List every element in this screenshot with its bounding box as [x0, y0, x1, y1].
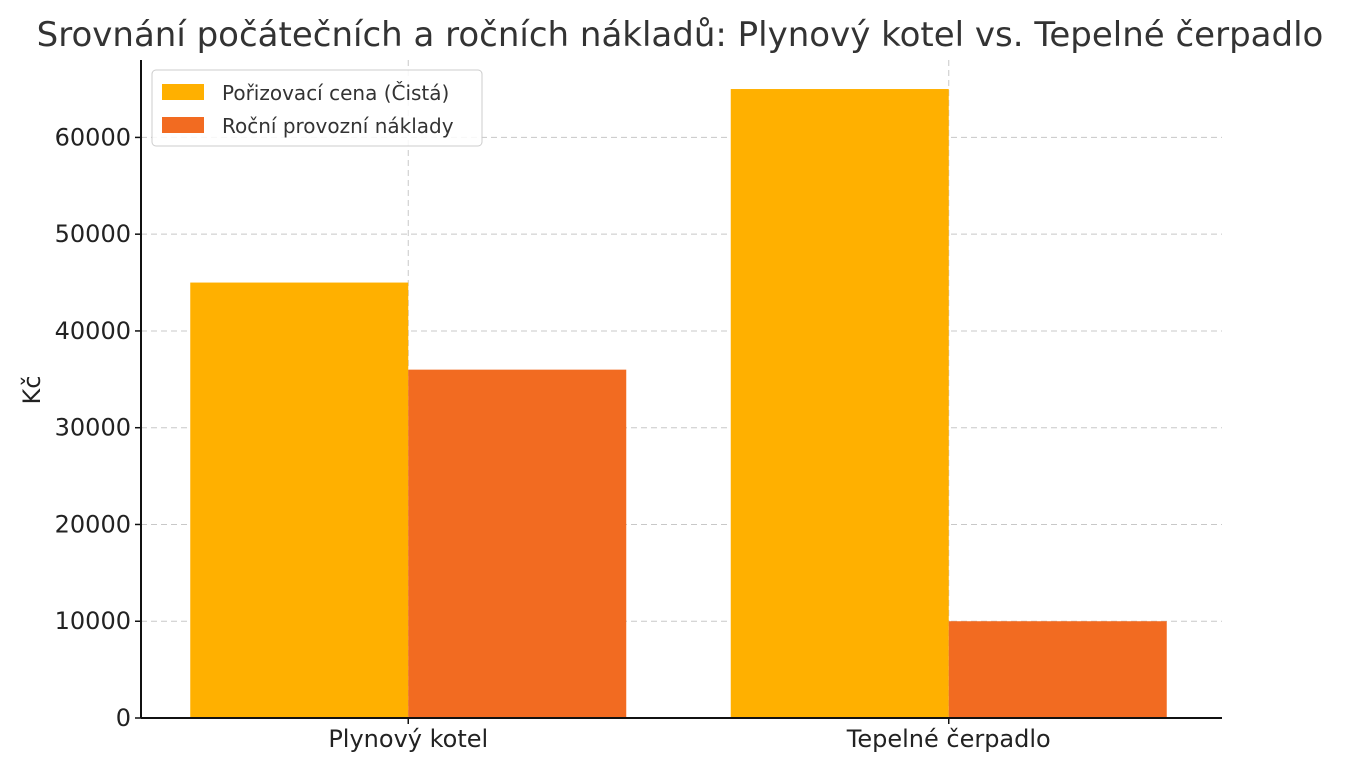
bar-annual-operating-cost: [948, 621, 1167, 718]
bar-annual-operating-cost: [408, 369, 627, 718]
bar-purchase-price: [730, 89, 949, 718]
bars: [190, 89, 1167, 718]
x-tick-label: Tepelné čerpadlo: [846, 725, 1051, 753]
axes: [135, 60, 1222, 724]
legend-swatch: [162, 84, 204, 100]
legend-box: [151, 69, 483, 147]
chart-title: Srovnání počátečních a ročních nákladů: …: [37, 15, 1324, 55]
legend: Pořizovací cena (Čistá) Roční provozní ná…: [151, 69, 483, 147]
y-tick-label: 60000: [55, 123, 131, 151]
y-tick-label: 20000: [55, 510, 131, 538]
tick-labels: 0 10000 20000 30000 40000 50000 60000 Plynový k…: [55, 123, 1051, 753]
y-tick-label: 30000: [55, 414, 131, 442]
x-tick-label: Plynový kotel: [328, 725, 488, 753]
y-axis-label: Kč: [18, 376, 46, 405]
legend-swatch: [162, 117, 204, 133]
legend-label: Pořizovací cena (Čistá): [222, 81, 449, 105]
y-tick-label: 0: [116, 704, 131, 732]
bar-purchase-price: [190, 282, 409, 718]
y-tick-label: 40000: [55, 317, 131, 345]
y-tick-label: 10000: [55, 607, 131, 635]
y-tick-label: 50000: [55, 220, 131, 248]
legend-label: Roční provozní náklady: [222, 114, 454, 138]
